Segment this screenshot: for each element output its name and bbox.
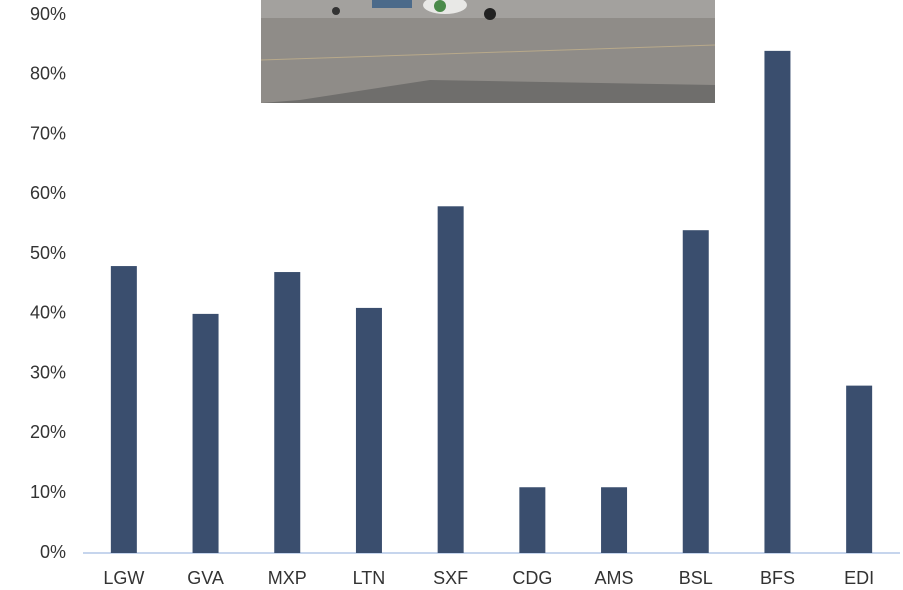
y-tick-label: 10% <box>30 482 66 502</box>
x-tick-label: BFS <box>760 568 795 588</box>
bar <box>764 50 791 553</box>
x-tick-label: GVA <box>187 568 224 588</box>
x-tick-label: EDI <box>844 568 874 588</box>
x-tick-label: CDG <box>512 568 552 588</box>
bar <box>274 272 301 553</box>
bar <box>682 230 709 553</box>
y-tick-label: 30% <box>30 362 66 382</box>
y-tick-label: 60% <box>30 183 66 203</box>
bar <box>110 266 137 553</box>
bar <box>519 487 546 553</box>
photo <box>260 0 716 103</box>
x-tick-label: LGW <box>103 568 144 588</box>
x-tick-label: AMS <box>595 568 634 588</box>
y-tick-label: 20% <box>30 422 66 442</box>
y-tick-label: 90% <box>30 4 66 24</box>
y-tick-label: 70% <box>30 123 66 143</box>
y-tick-label: 80% <box>30 64 66 84</box>
bar <box>437 206 464 554</box>
bar <box>601 487 628 553</box>
y-tick-label: 40% <box>30 303 66 323</box>
x-tick-label: SXF <box>433 568 468 588</box>
x-tick-label: BSL <box>679 568 713 588</box>
bar <box>355 307 382 553</box>
y-tick-label: 50% <box>30 243 66 263</box>
bar <box>192 313 219 553</box>
x-tick-label: MXP <box>268 568 307 588</box>
bar <box>846 385 873 553</box>
y-tick-label: 0% <box>40 542 66 562</box>
x-tick-label: LTN <box>353 568 386 588</box>
